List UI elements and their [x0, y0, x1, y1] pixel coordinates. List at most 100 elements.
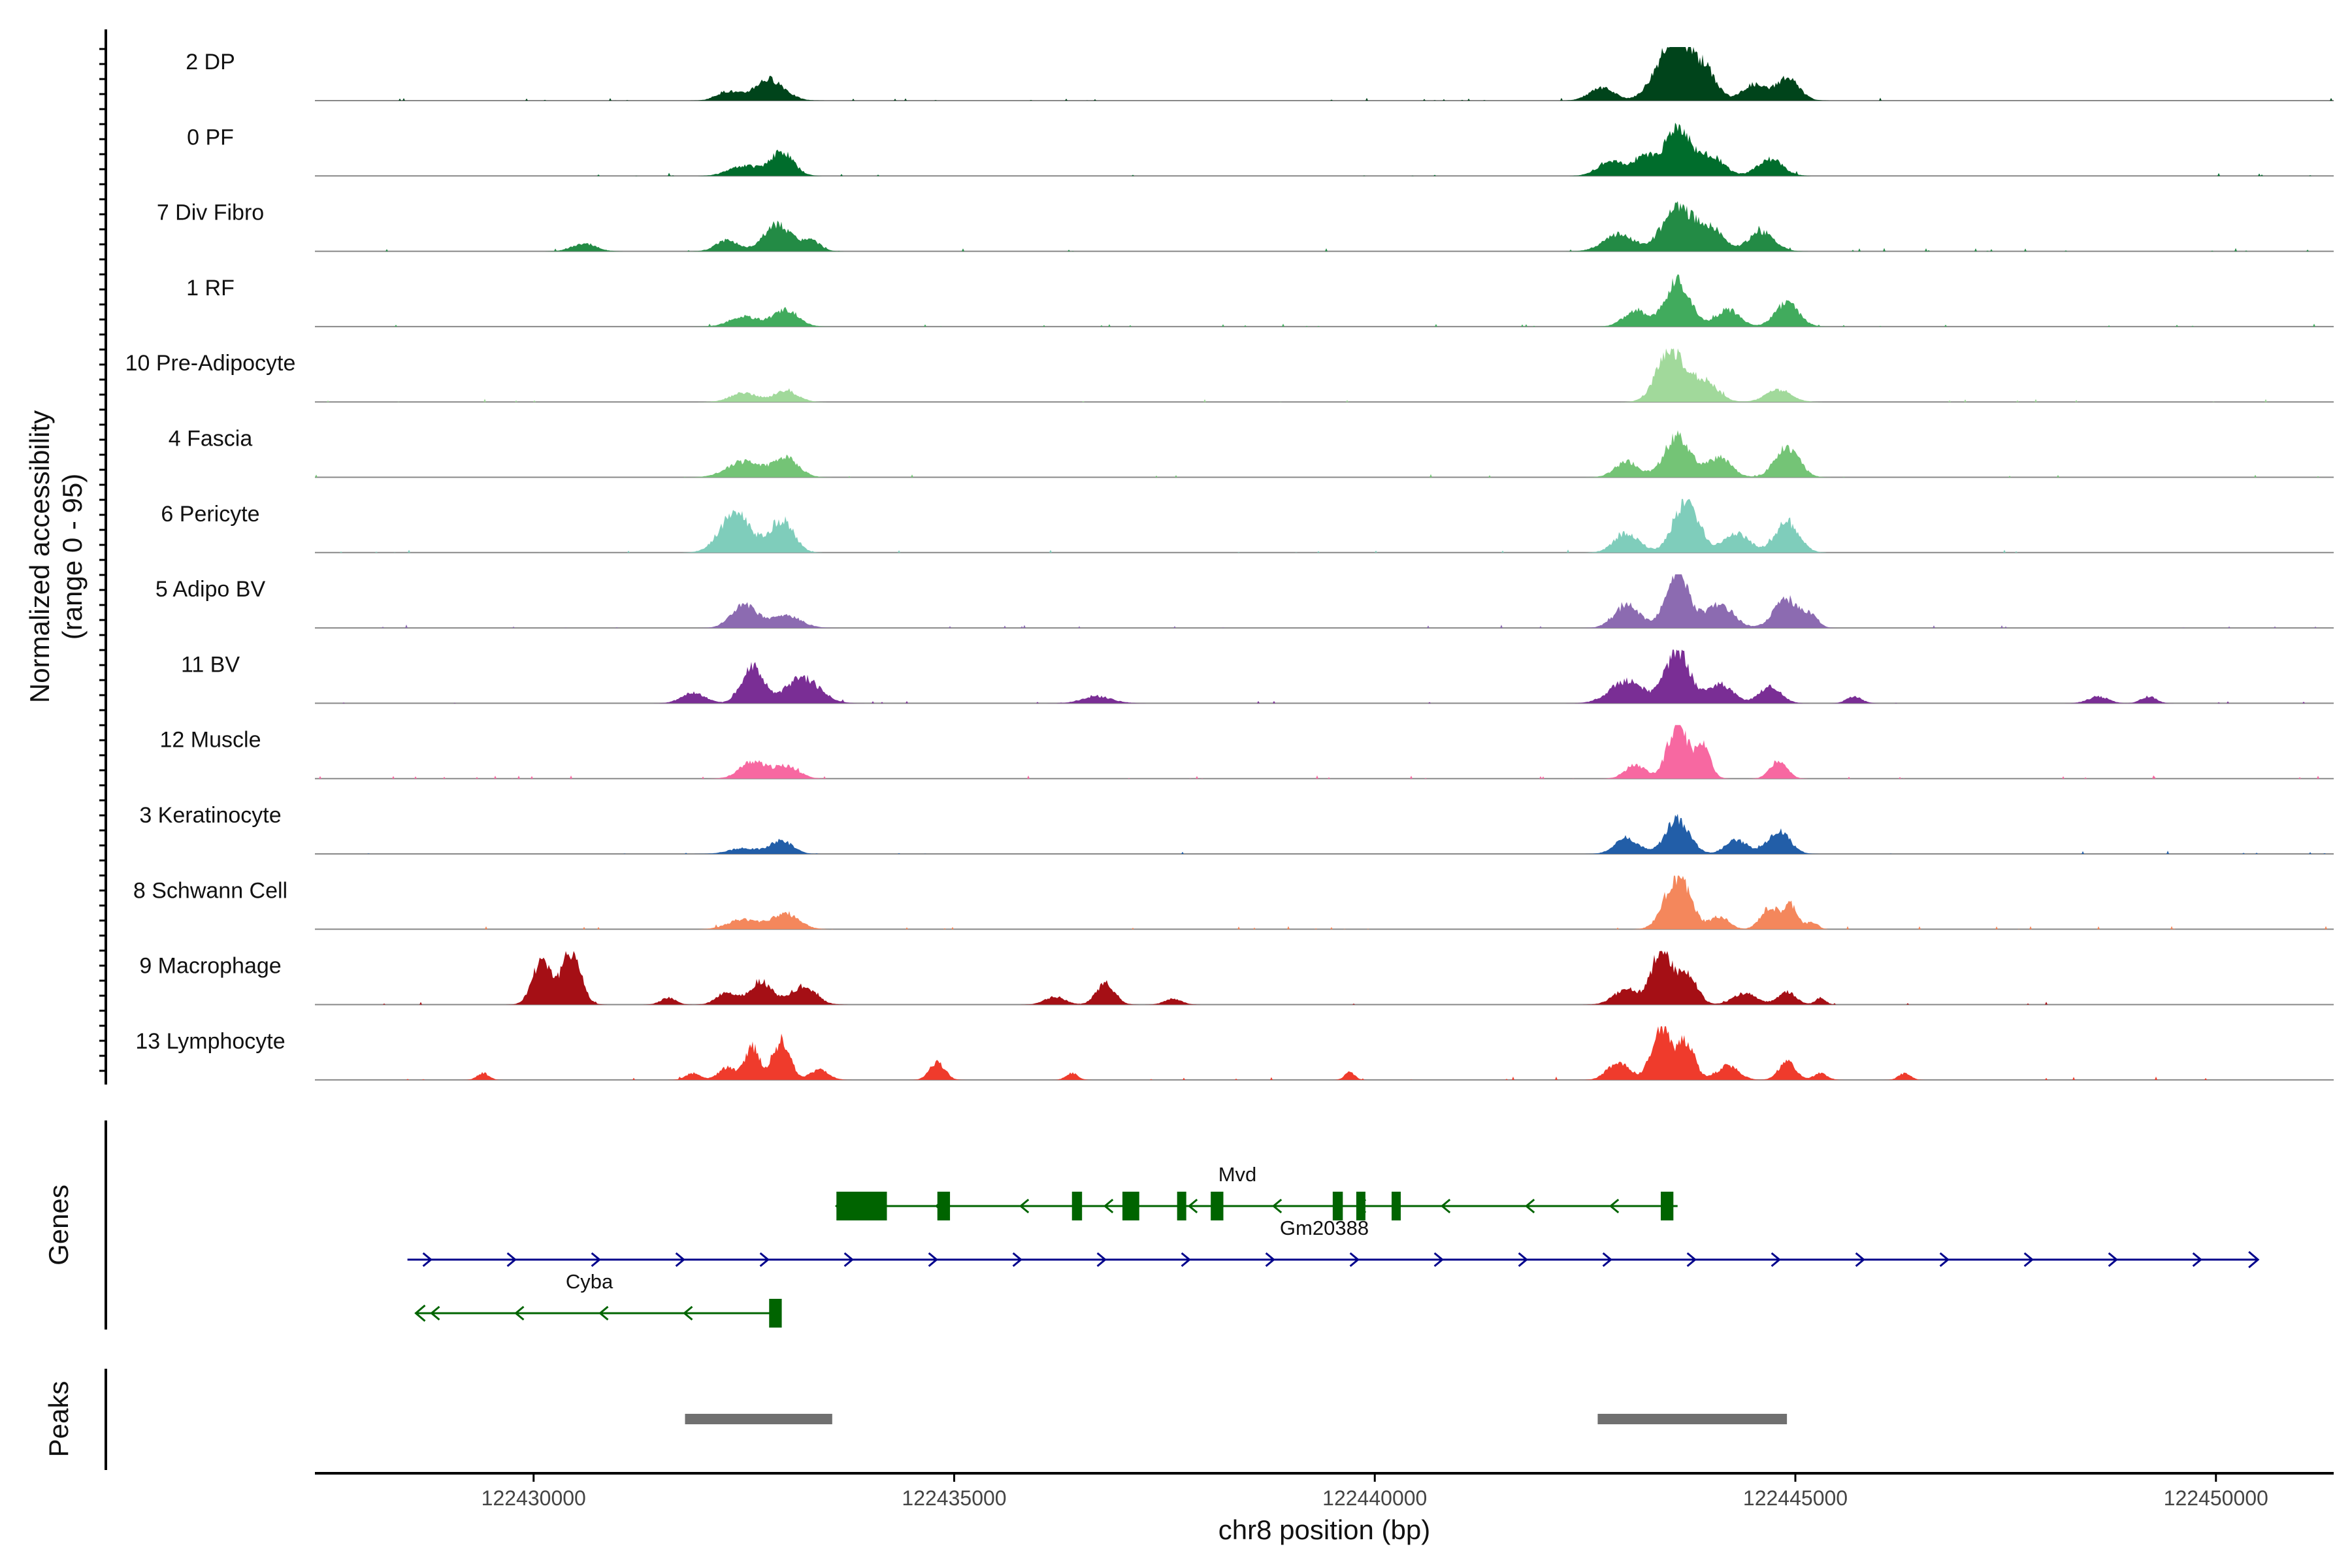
coverage-area — [315, 1026, 2334, 1080]
strand-arrow — [422, 1252, 433, 1267]
strand-arrow — [414, 1304, 426, 1322]
strand-arrow — [1524, 1198, 1535, 1214]
strand-arrow — [843, 1252, 854, 1267]
track-label: 9 Macrophage — [139, 954, 281, 979]
y-axis-title-line2: (range 0 - 95) — [57, 474, 88, 640]
track-label: 6 Pericyte — [161, 502, 259, 527]
coverage-area — [315, 649, 2334, 704]
exon — [1071, 1192, 1083, 1220]
strand-arrow — [591, 1252, 601, 1267]
coverage-area — [315, 951, 2334, 1005]
y-axis-title-line1: Normalized accessibility — [24, 410, 55, 703]
track-2-dp: 2 DP — [186, 47, 2334, 101]
track-label: 11 BV — [181, 652, 240, 677]
track-11-bv: 11 BV — [181, 649, 2334, 704]
track-label: 1 RF — [186, 276, 235, 301]
track-label: 4 Fascia — [169, 427, 253, 451]
coverage-area — [315, 574, 2334, 629]
strand-arrow — [2192, 1252, 2202, 1267]
genes-track: Mvd Gm20388 Cyba — [407, 1163, 2260, 1328]
track-label: 8 Schwann Cell — [133, 878, 287, 903]
strand-arrow — [1602, 1252, 1612, 1267]
strand-arrow — [514, 1305, 525, 1321]
strand-arrow — [759, 1252, 770, 1267]
strand-arrow — [1686, 1252, 1697, 1267]
track-3-keratinocyte: 3 Keratinocyte — [139, 803, 2334, 855]
exon — [769, 1299, 782, 1328]
track-label: 2 DP — [186, 50, 235, 74]
peaks-track — [685, 1414, 1788, 1424]
track-label: 0 PF — [187, 125, 234, 150]
exon — [1177, 1192, 1186, 1220]
track-13-lymphocyte: 13 Lymphocyte — [135, 1026, 2334, 1081]
exon — [1332, 1192, 1343, 1220]
track-12-muscle: 12 Muscle — [160, 725, 2334, 779]
peak-bar — [685, 1414, 832, 1424]
coverage-area — [315, 122, 2334, 176]
track-4-fascia: 4 Fascia — [169, 427, 2334, 478]
track-5-adipo-bv: 5 Adipo BV — [155, 574, 2334, 629]
coverage-area — [315, 348, 2334, 402]
track-0-pf: 0 PF — [187, 122, 2334, 177]
strand-arrow — [683, 1305, 693, 1321]
strand-arrow — [1518, 1252, 1528, 1267]
gene-label: Mvd — [1218, 1163, 1257, 1186]
coverage-area — [315, 430, 2334, 478]
strand-arrow — [1265, 1252, 1275, 1267]
exon — [1211, 1192, 1224, 1220]
exon — [1356, 1192, 1365, 1220]
strand-arrow — [1187, 1198, 1198, 1214]
track-label: 13 Lymphocyte — [135, 1029, 285, 1054]
exon — [1122, 1192, 1139, 1220]
track-label: 7 Div Fibro — [157, 201, 264, 225]
track-label: 10 Pre-Adipocyte — [125, 351, 296, 376]
x-axis-title: chr8 position (bp) — [1218, 1514, 1431, 1545]
track-7-div-fibro: 7 Div Fibro — [157, 201, 2334, 252]
exon — [1661, 1192, 1674, 1220]
strand-arrow — [1855, 1252, 1865, 1267]
coverage-area — [315, 47, 2334, 101]
track-9-macrophage: 9 Macrophage — [139, 951, 2334, 1005]
strand-arrow — [598, 1305, 609, 1321]
gene-label: Gm20388 — [1280, 1217, 1369, 1239]
peak-bar — [1597, 1414, 1788, 1424]
gene-gm20388: Gm20388 — [407, 1217, 2260, 1269]
x-tick-label: 122445000 — [1743, 1486, 1848, 1510]
track-1-rf: 1 RF — [186, 274, 2334, 327]
genes-panel-title: Genes — [43, 1184, 74, 1266]
strand-arrow — [1939, 1252, 1950, 1267]
gene-cyba: Cyba — [414, 1270, 782, 1328]
strand-arrow — [506, 1252, 517, 1267]
strand-arrow — [430, 1305, 440, 1321]
track-label: 3 Keratinocyte — [139, 803, 281, 828]
strand-arrow — [928, 1252, 938, 1267]
track-6-pericyte: 6 Pericyte — [161, 498, 2334, 553]
track-label: 12 Muscle — [160, 728, 261, 753]
x-tick-label: 122450000 — [2164, 1486, 2268, 1510]
track-10-pre-adipocyte: 10 Pre-Adipocyte — [125, 348, 2334, 403]
exon — [836, 1192, 887, 1220]
strand-arrow — [1181, 1252, 1191, 1267]
coverage-area — [315, 813, 2334, 854]
strand-arrow — [1012, 1252, 1022, 1267]
coverage-area — [315, 875, 2334, 930]
accessibility-tracks: 2 DP 0 PF 7 Div Fibro 1 RF 10 Pre-Adipocyte 4… — [125, 47, 2334, 1081]
coverage-area — [315, 498, 2334, 553]
exon — [937, 1192, 951, 1220]
coverage-area — [315, 201, 2334, 252]
strand-arrow — [2108, 1252, 2118, 1267]
strand-arrow — [1433, 1252, 1444, 1267]
strand-arrow — [1271, 1198, 1282, 1214]
strand-arrow — [1096, 1252, 1107, 1267]
x-tick-label: 122430000 — [482, 1486, 586, 1510]
strand-arrow — [1609, 1198, 1620, 1214]
peaks-panel-title: Peaks — [43, 1381, 74, 1458]
strand-arrow — [675, 1252, 685, 1267]
coverage-area — [315, 274, 2334, 327]
track-label: 5 Adipo BV — [155, 577, 266, 602]
strand-arrow — [1019, 1198, 1030, 1214]
y-axis-ticks — [99, 48, 106, 1072]
strand-arrow — [1440, 1198, 1451, 1214]
x-tick-label: 122440000 — [1322, 1486, 1427, 1510]
